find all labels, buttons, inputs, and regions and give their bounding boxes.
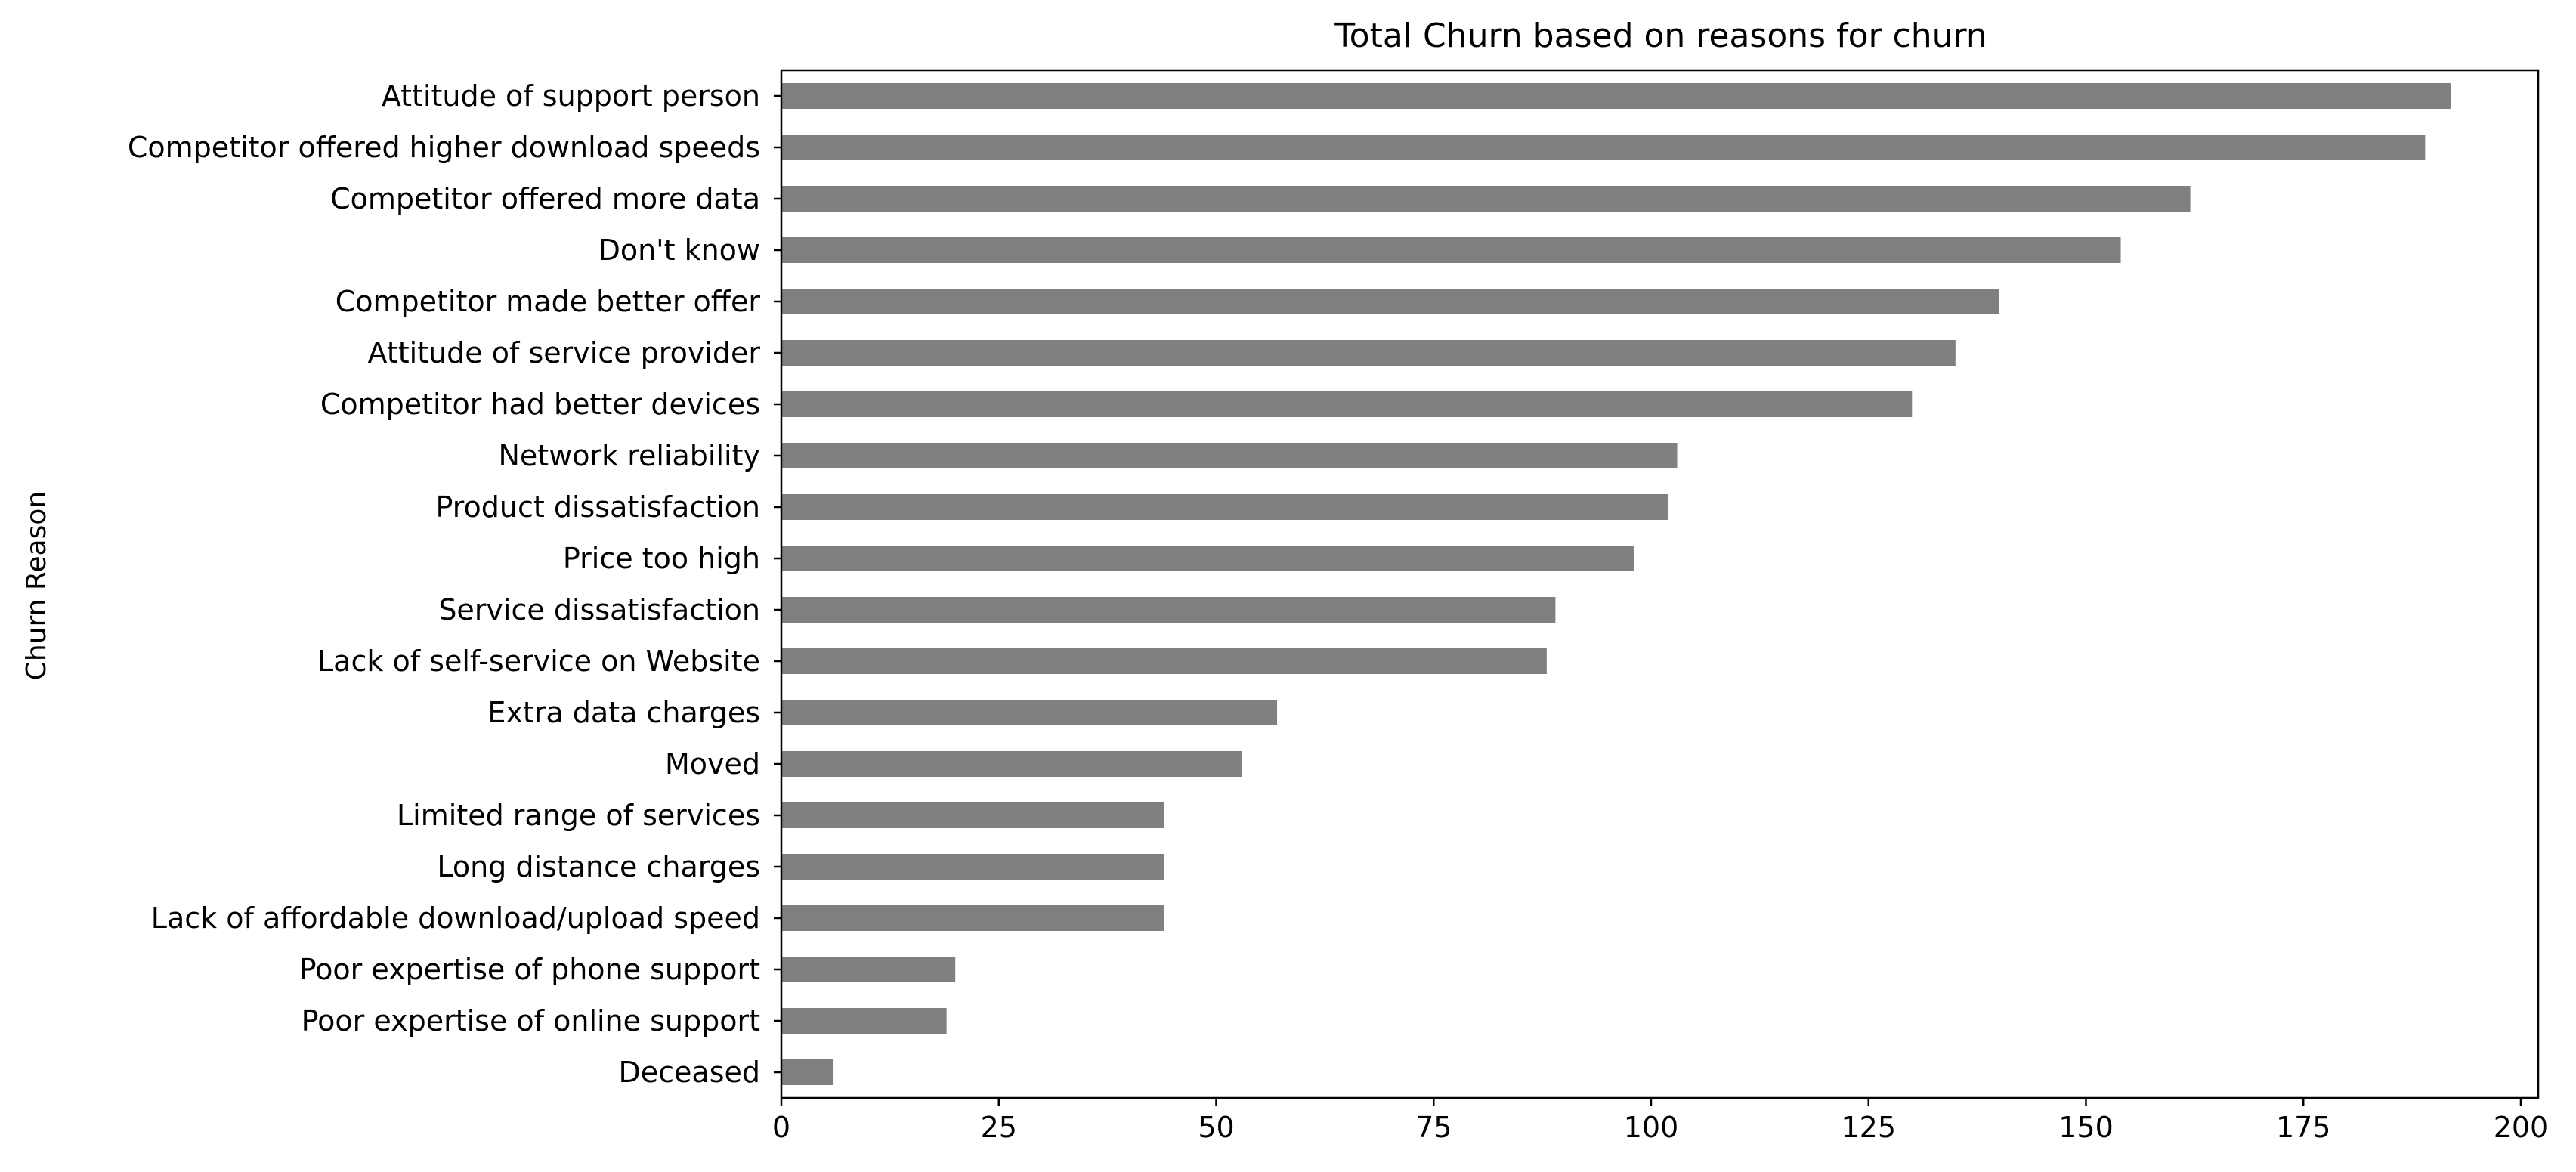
x-tick-label: 0 — [772, 1111, 790, 1144]
y-tick-label: Competitor had better devices — [320, 388, 760, 421]
x-tick-label: 100 — [1624, 1111, 1679, 1144]
bar — [781, 957, 956, 982]
bar — [781, 1008, 947, 1034]
bar — [781, 186, 2191, 212]
y-tick-label: Attitude of service provider — [368, 336, 761, 370]
y-tick-label: Competitor made better offer — [336, 285, 761, 318]
y-tick-label: Long distance charges — [437, 850, 760, 883]
bar — [781, 237, 2121, 263]
bar — [781, 597, 1556, 623]
y-tick-label: Poor expertise of phone support — [299, 953, 760, 986]
y-tick-label: Network reliability — [499, 439, 761, 472]
y-tick-label: Lack of affordable download/upload speed — [151, 901, 760, 935]
plot-frame — [780, 69, 2540, 1099]
bar — [781, 802, 1164, 828]
x-tick-group: 0 25 50 75 100 125 150 175 200 — [772, 1098, 2548, 1144]
y-tick-label: Lack of self-service on Website — [317, 645, 760, 678]
bar — [781, 391, 1913, 417]
bar — [781, 648, 1547, 674]
y-tick-label: Competitor offered more data — [330, 182, 760, 215]
x-tick-label: 125 — [1841, 1111, 1896, 1144]
y-tick-label: Product dissatisfaction — [435, 490, 760, 524]
x-tick-label: 25 — [981, 1111, 1017, 1144]
bar — [781, 546, 1634, 571]
bar — [781, 443, 1678, 468]
y-tick-label: Don't know — [598, 233, 760, 267]
y-tick-label: Poor expertise of online support — [302, 1004, 760, 1037]
x-tick-label: 150 — [2058, 1111, 2114, 1144]
bar — [781, 700, 1278, 725]
y-tick-label: Competitor offered higher download speed… — [128, 131, 760, 164]
y-tick-label: Moved — [665, 747, 760, 781]
bar — [781, 135, 2426, 160]
y-tick-label: Price too high — [563, 542, 760, 575]
bar — [781, 1059, 834, 1085]
x-tick-label: 50 — [1198, 1111, 1234, 1144]
chart-title: Total Churn based on reasons for churn — [1334, 17, 1987, 55]
y-tick-label: Attitude of support person — [382, 79, 760, 113]
x-tick-label: 75 — [1415, 1111, 1452, 1144]
bar — [781, 289, 1999, 314]
y-tick-label: Service dissatisfaction — [438, 593, 760, 626]
bar — [781, 854, 1164, 880]
bar — [781, 83, 2451, 109]
x-tick-label: 200 — [2494, 1111, 2549, 1144]
y-tick-label: Deceased — [619, 1056, 761, 1089]
bar — [781, 751, 1243, 777]
y-tick-label: Extra data charges — [487, 696, 760, 729]
y-tick-group: Attitude of support person Competitor off… — [128, 79, 781, 1089]
bars-group — [781, 83, 2451, 1085]
x-tick-label: 175 — [2276, 1111, 2331, 1144]
bar — [781, 494, 1669, 520]
bar — [781, 905, 1164, 931]
y-axis-label: Churn Reason — [21, 491, 52, 680]
y-tick-label: Limited range of services — [397, 799, 760, 832]
bar — [781, 340, 1956, 366]
